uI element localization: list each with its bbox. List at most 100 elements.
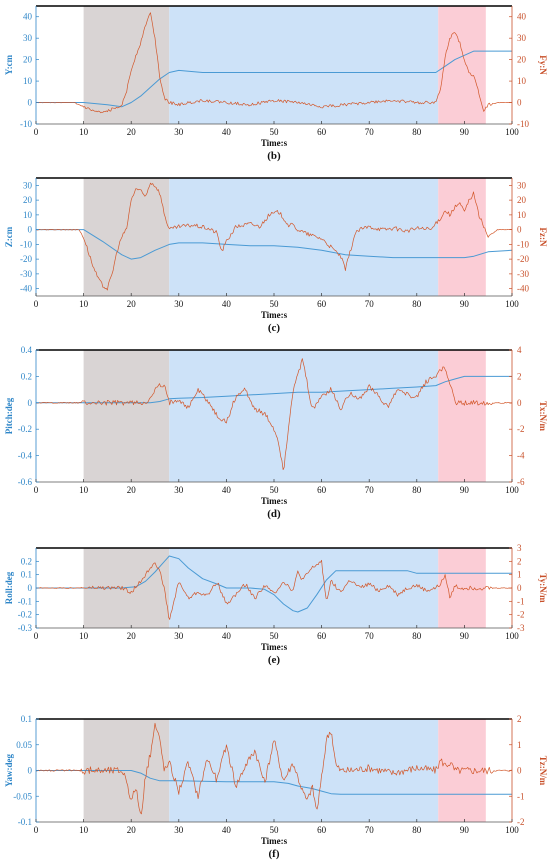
x-axis-label: Time:s bbox=[261, 496, 288, 506]
left-y-tick-label: -10 bbox=[20, 239, 32, 249]
force-series-line bbox=[35, 722, 513, 815]
left-y-tick-label: 0.05 bbox=[16, 740, 32, 750]
x-tick-label: 90 bbox=[460, 825, 470, 835]
phase-band-red bbox=[438, 6, 486, 124]
x-axis-label: Time:s bbox=[261, 310, 288, 320]
left-y-tick-label: -0.1 bbox=[18, 817, 32, 827]
right-y-tick-label: 3 bbox=[517, 543, 522, 553]
right-y-tick-label: 40 bbox=[517, 12, 527, 22]
x-tick-label: 100 bbox=[505, 631, 519, 641]
right-y-tick-label: 2 bbox=[517, 371, 522, 381]
left-y-tick-label: 30 bbox=[23, 33, 33, 43]
right-y-tick-label: -1 bbox=[517, 596, 525, 606]
panel-caption: (e) bbox=[268, 654, 281, 666]
left-y-tick-label: 10 bbox=[23, 210, 33, 220]
x-tick-label: 70 bbox=[365, 485, 375, 495]
x-tick-label: 40 bbox=[222, 825, 232, 835]
phase-band-blue bbox=[169, 178, 439, 296]
left-y-tick-label: -30 bbox=[20, 269, 32, 279]
right-y-tick-label: 0 bbox=[517, 225, 522, 235]
right-y-tick-label: -3 bbox=[517, 623, 525, 633]
right-y-tick-label: 2 bbox=[517, 556, 522, 566]
left-y-tick-label: -0.05 bbox=[13, 791, 32, 801]
x-tick-label: 10 bbox=[79, 825, 89, 835]
right-y-tick-label: 2 bbox=[517, 714, 522, 724]
x-tick-label: 80 bbox=[412, 127, 422, 137]
x-tick-label: 70 bbox=[365, 631, 375, 641]
right-y-tick-label: -6 bbox=[517, 477, 525, 487]
force-series-line bbox=[35, 559, 513, 620]
left-y-tick-label: 40 bbox=[23, 12, 33, 22]
x-tick-label: 30 bbox=[174, 485, 184, 495]
left-y-tick-label: 0 bbox=[28, 766, 33, 776]
left-y-tick-label: -40 bbox=[20, 284, 32, 294]
left-y-tick-label: -0.6 bbox=[18, 477, 33, 487]
right-y-tick-label: 10 bbox=[517, 210, 527, 220]
left-y-tick-label: -0.3 bbox=[18, 623, 33, 633]
right-y-tick-label: -10 bbox=[517, 239, 529, 249]
x-tick-label: 0 bbox=[34, 127, 39, 137]
x-tick-label: 100 bbox=[505, 485, 519, 495]
right-y-tick-label: 1 bbox=[517, 740, 522, 750]
x-tick-label: 20 bbox=[127, 825, 137, 835]
right-y-tick-label: -10 bbox=[517, 119, 529, 129]
left-y-tick-label: 30 bbox=[23, 180, 33, 190]
right-y-tick-label: -40 bbox=[517, 284, 529, 294]
displacement-series-line bbox=[36, 375, 512, 404]
right-y-tick-label: -2 bbox=[517, 424, 525, 434]
displacement-series-line bbox=[36, 555, 512, 613]
right-y-tick-label: -1 bbox=[517, 791, 525, 801]
phase-band-blue bbox=[169, 548, 439, 628]
x-tick-label: 50 bbox=[270, 127, 280, 137]
x-axis-label: Time:s bbox=[261, 836, 288, 846]
x-tick-label: 50 bbox=[270, 825, 280, 835]
phase-band-gray bbox=[83, 6, 170, 124]
left-y-tick-label: 0 bbox=[28, 98, 33, 108]
left-y-tick-label: 0 bbox=[28, 398, 33, 408]
x-tick-label: 80 bbox=[412, 825, 422, 835]
x-tick-label: 0 bbox=[34, 299, 39, 309]
displacement-series-line bbox=[36, 229, 513, 260]
right-y-tick-label: 1 bbox=[517, 570, 522, 580]
displacement-series-line bbox=[36, 770, 512, 795]
left-y-tick-label: 0.4 bbox=[21, 345, 33, 355]
phase-band-blue bbox=[169, 350, 439, 482]
x-tick-label: 60 bbox=[317, 631, 327, 641]
x-tick-label: 60 bbox=[317, 299, 327, 309]
right-y-tick-label: -2 bbox=[517, 610, 525, 620]
right-y-axis-label: Fz:N bbox=[538, 228, 548, 247]
x-tick-label: 90 bbox=[460, 485, 470, 495]
chart-panel-c: 0 10 20 30 40 50 60 70 80 90 100-40-30-20-10010203… bbox=[4, 177, 548, 334]
displacement-series-line bbox=[36, 50, 512, 108]
x-tick-label: 0 bbox=[34, 485, 39, 495]
x-tick-label: 60 bbox=[317, 825, 327, 835]
x-tick-label: 60 bbox=[317, 127, 327, 137]
phase-band-gray bbox=[83, 350, 170, 482]
x-tick-label: 10 bbox=[79, 127, 89, 137]
x-tick-label: 100 bbox=[505, 127, 519, 137]
left-y-tick-label: 20 bbox=[23, 55, 33, 65]
right-y-tick-label: 4 bbox=[517, 345, 522, 355]
right-y-tick-label: -4 bbox=[517, 451, 525, 461]
x-tick-label: 40 bbox=[222, 631, 232, 641]
left-y-axis-label: Y:cm bbox=[4, 54, 14, 75]
x-tick-label: 30 bbox=[174, 299, 184, 309]
right-y-axis-label: Tx:N/m bbox=[538, 401, 548, 432]
force-series-line bbox=[35, 358, 513, 471]
phase-band-blue bbox=[169, 719, 439, 822]
left-y-axis-label: Z:cm bbox=[4, 226, 14, 247]
left-y-tick-label: -0.4 bbox=[18, 451, 33, 461]
x-tick-label: 100 bbox=[505, 825, 519, 835]
left-y-tick-label: 0.2 bbox=[21, 371, 32, 381]
right-y-tick-label: -20 bbox=[517, 254, 529, 264]
x-tick-label: 80 bbox=[412, 299, 422, 309]
x-tick-label: 30 bbox=[174, 631, 184, 641]
right-y-tick-label: 0 bbox=[517, 583, 522, 593]
left-y-tick-label: -0.2 bbox=[18, 610, 32, 620]
x-tick-label: 60 bbox=[317, 485, 327, 495]
left-y-tick-label: 0.2 bbox=[21, 556, 32, 566]
left-y-tick-label: 0.1 bbox=[21, 714, 32, 724]
x-tick-label: 70 bbox=[365, 825, 375, 835]
x-tick-label: 20 bbox=[127, 299, 137, 309]
x-tick-label: 20 bbox=[127, 485, 137, 495]
